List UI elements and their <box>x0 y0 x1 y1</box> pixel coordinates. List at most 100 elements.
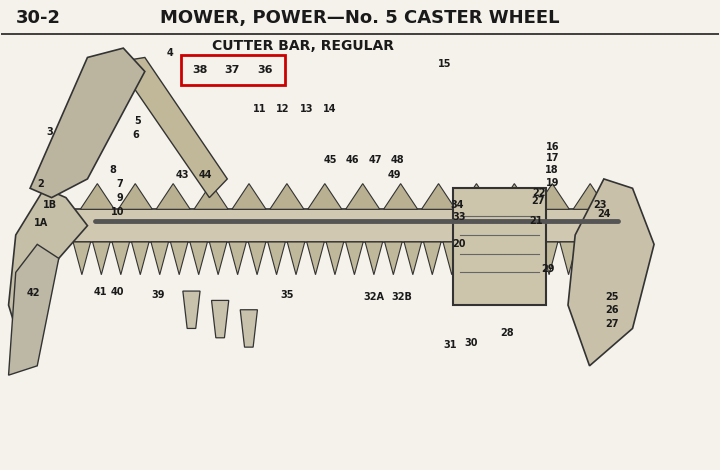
Polygon shape <box>232 184 266 209</box>
Text: 46: 46 <box>346 155 359 165</box>
Polygon shape <box>568 179 654 366</box>
Polygon shape <box>112 242 130 274</box>
Polygon shape <box>326 242 343 274</box>
Text: 37: 37 <box>225 65 240 75</box>
Polygon shape <box>573 184 607 209</box>
Text: 32A: 32A <box>364 292 385 302</box>
Text: 33: 33 <box>452 212 466 222</box>
Text: 16: 16 <box>546 142 559 152</box>
Text: 4: 4 <box>166 48 174 58</box>
FancyBboxPatch shape <box>59 209 633 242</box>
Text: 2: 2 <box>37 179 44 188</box>
Text: 26: 26 <box>606 305 619 315</box>
Polygon shape <box>459 184 493 209</box>
Polygon shape <box>9 244 59 375</box>
Text: 43: 43 <box>176 170 189 180</box>
Polygon shape <box>132 242 149 274</box>
Text: 5: 5 <box>135 116 141 125</box>
Text: 9: 9 <box>117 193 123 203</box>
Polygon shape <box>248 242 266 274</box>
Polygon shape <box>171 242 188 274</box>
Text: 20: 20 <box>452 239 466 250</box>
Text: 36: 36 <box>257 65 272 75</box>
Text: 1B: 1B <box>43 200 57 210</box>
Text: 23: 23 <box>593 200 607 210</box>
Polygon shape <box>346 184 379 209</box>
Text: 35: 35 <box>280 290 294 300</box>
Polygon shape <box>443 242 461 274</box>
Polygon shape <box>93 242 110 274</box>
Polygon shape <box>9 188 87 352</box>
Text: 22: 22 <box>533 188 546 198</box>
Text: 30: 30 <box>464 338 478 348</box>
Polygon shape <box>521 242 539 274</box>
Polygon shape <box>384 242 402 274</box>
Text: 1A: 1A <box>34 219 48 228</box>
Polygon shape <box>270 184 304 209</box>
Polygon shape <box>501 242 519 274</box>
Polygon shape <box>212 300 229 338</box>
Text: 27: 27 <box>531 196 544 206</box>
Polygon shape <box>423 242 441 274</box>
Text: 28: 28 <box>500 328 514 338</box>
Polygon shape <box>307 242 324 274</box>
Polygon shape <box>535 184 570 209</box>
Polygon shape <box>156 184 190 209</box>
Polygon shape <box>81 184 114 209</box>
Text: 21: 21 <box>529 216 542 226</box>
Polygon shape <box>540 242 558 274</box>
Text: 17: 17 <box>546 153 559 163</box>
Text: 48: 48 <box>390 155 404 165</box>
Text: 29: 29 <box>541 264 554 274</box>
Text: 10: 10 <box>111 207 125 217</box>
Polygon shape <box>580 242 597 274</box>
Text: 12: 12 <box>276 104 289 114</box>
Polygon shape <box>30 48 145 197</box>
Polygon shape <box>190 242 207 274</box>
Text: 15: 15 <box>438 60 451 70</box>
Text: 38: 38 <box>192 65 208 75</box>
Polygon shape <box>482 242 500 274</box>
Polygon shape <box>73 242 91 274</box>
Polygon shape <box>229 242 246 274</box>
Text: 39: 39 <box>151 290 164 300</box>
Polygon shape <box>287 242 305 274</box>
Text: 7: 7 <box>117 179 123 188</box>
Polygon shape <box>210 242 227 274</box>
Polygon shape <box>599 242 616 274</box>
Text: 11: 11 <box>253 104 266 114</box>
Text: 31: 31 <box>443 340 456 350</box>
Text: 27: 27 <box>606 319 619 329</box>
Polygon shape <box>194 184 228 209</box>
Polygon shape <box>346 242 363 274</box>
Polygon shape <box>559 242 577 274</box>
Polygon shape <box>118 184 153 209</box>
Text: 41: 41 <box>94 287 107 297</box>
Polygon shape <box>240 310 258 347</box>
Polygon shape <box>462 242 480 274</box>
Text: 6: 6 <box>133 130 140 140</box>
Text: 24: 24 <box>597 209 611 219</box>
Polygon shape <box>365 242 382 274</box>
Polygon shape <box>116 57 228 197</box>
Polygon shape <box>404 242 422 274</box>
Text: 34: 34 <box>450 200 464 210</box>
FancyBboxPatch shape <box>453 188 546 305</box>
Text: 25: 25 <box>606 292 619 302</box>
Text: 13: 13 <box>300 104 313 114</box>
Text: 47: 47 <box>369 155 382 165</box>
Text: 32B: 32B <box>391 292 412 302</box>
Text: 3: 3 <box>47 127 53 137</box>
Polygon shape <box>307 184 342 209</box>
Polygon shape <box>268 242 285 274</box>
Text: 44: 44 <box>199 170 212 180</box>
Polygon shape <box>151 242 168 274</box>
Text: 19: 19 <box>546 178 559 188</box>
Text: 40: 40 <box>111 287 125 297</box>
Text: 42: 42 <box>27 289 40 298</box>
Text: 18: 18 <box>546 164 559 174</box>
Polygon shape <box>183 291 200 329</box>
Text: 30-2: 30-2 <box>16 9 60 27</box>
Polygon shape <box>498 184 531 209</box>
Text: 8: 8 <box>109 164 116 174</box>
